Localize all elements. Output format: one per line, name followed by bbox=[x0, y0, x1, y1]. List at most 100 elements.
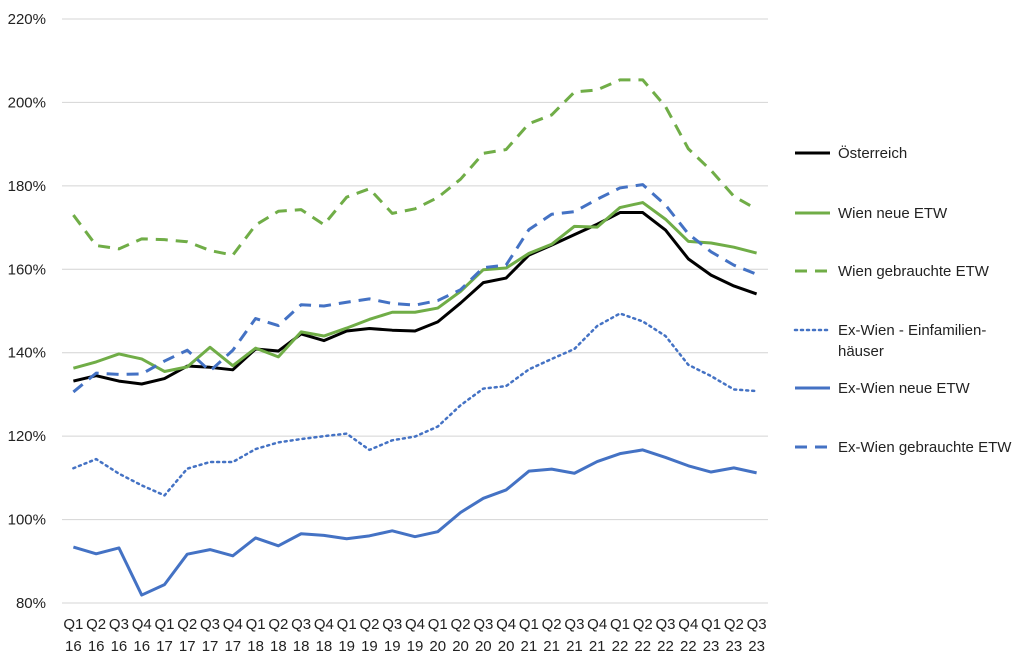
x-tick-label: Q1 22 bbox=[610, 616, 630, 655]
x-tick-quarter: Q2 bbox=[724, 616, 744, 633]
x-tick-label: Q1 21 bbox=[519, 616, 539, 655]
x-tick-label: Q4 19 bbox=[405, 616, 425, 655]
y-tick-label: 180% bbox=[8, 178, 46, 195]
x-tick-label: Q1 18 bbox=[246, 616, 266, 655]
x-tick-year: 18 bbox=[247, 638, 264, 655]
y-tick-label: 120% bbox=[8, 428, 46, 445]
x-tick-label: Q3 22 bbox=[656, 616, 676, 655]
series-line-1 bbox=[72, 201, 757, 373]
x-tick-label: Q2 16 bbox=[86, 616, 106, 655]
x-tick-year: 19 bbox=[384, 638, 401, 655]
x-tick-year: 20 bbox=[475, 638, 492, 655]
x-tick-label: Q4 21 bbox=[587, 616, 607, 655]
x-tick-quarter: Q1 bbox=[428, 616, 448, 633]
legend-label-2: Wien gebrauchte ETW bbox=[838, 263, 990, 280]
legend-label-1: Wien neue ETW bbox=[838, 205, 948, 222]
x-tick-label: Q2 20 bbox=[451, 616, 471, 655]
series-line-5 bbox=[72, 183, 758, 394]
x-tick-quarter: Q2 bbox=[451, 616, 471, 633]
x-tick-label: Q2 19 bbox=[359, 616, 379, 655]
x-tick-label: Q2 21 bbox=[542, 616, 562, 655]
x-tick-quarter: Q2 bbox=[86, 616, 106, 633]
x-tick-year: 20 bbox=[429, 638, 446, 655]
x-tick-label: Q4 17 bbox=[223, 616, 243, 655]
x-tick-quarter: Q4 bbox=[132, 616, 152, 633]
x-tick-year: 17 bbox=[156, 638, 173, 655]
x-tick-quarter: Q2 bbox=[633, 616, 653, 633]
x-tick-year: 20 bbox=[498, 638, 515, 655]
legend-label-0: Österreich bbox=[838, 144, 907, 162]
legend-label-5: Ex-Wien gebrauchte ETW bbox=[838, 439, 1012, 456]
y-tick-label: 200% bbox=[8, 94, 46, 111]
x-tick-label: Q2 18 bbox=[268, 616, 288, 655]
y-tick-label: 220% bbox=[8, 11, 46, 28]
x-tick-year: 22 bbox=[657, 638, 674, 655]
x-tick-year: 19 bbox=[338, 638, 355, 655]
x-tick-year: 18 bbox=[316, 638, 333, 655]
x-tick-label: Q4 18 bbox=[314, 616, 334, 655]
x-tick-quarter: Q4 bbox=[678, 616, 698, 633]
x-tick-quarter: Q3 bbox=[564, 616, 584, 633]
x-tick-quarter: Q1 bbox=[337, 616, 357, 633]
x-tick-label: Q2 22 bbox=[633, 616, 653, 655]
x-tick-quarter: Q3 bbox=[656, 616, 676, 633]
x-tick-year: 17 bbox=[202, 638, 219, 655]
x-tick-quarter: Q4 bbox=[405, 616, 425, 633]
x-tick-year: 22 bbox=[634, 638, 651, 655]
x-tick-label: Q4 16 bbox=[132, 616, 152, 655]
x-tick-year: 23 bbox=[748, 638, 765, 655]
x-tick-quarter: Q1 bbox=[63, 616, 83, 633]
series-lines bbox=[72, 78, 758, 597]
x-tick-label: Q1 23 bbox=[701, 616, 721, 655]
x-tick-year: 20 bbox=[452, 638, 469, 655]
x-tick-label: Q3 17 bbox=[200, 616, 220, 655]
legend: Österreich Wien neue ETW Wien gebrauchte E… bbox=[793, 144, 1012, 456]
x-tick-label: Q3 20 bbox=[473, 616, 493, 655]
x-tick-year: 17 bbox=[179, 638, 196, 655]
x-tick-label: Q1 19 bbox=[337, 616, 357, 655]
x-tick-year: 21 bbox=[521, 638, 538, 655]
x-tick-quarter: Q1 bbox=[246, 616, 266, 633]
x-tick-quarter: Q1 bbox=[154, 616, 174, 633]
x-tick-label: Q1 17 bbox=[154, 616, 174, 655]
x-tick-quarter: Q1 bbox=[701, 616, 721, 633]
x-tick-year: 16 bbox=[133, 638, 150, 655]
x-tick-quarter: Q3 bbox=[200, 616, 220, 633]
x-tick-year: 19 bbox=[407, 638, 424, 655]
series-line-0 bbox=[73, 211, 758, 386]
x-tick-quarter: Q2 bbox=[359, 616, 379, 633]
series-line-4 bbox=[72, 448, 757, 597]
x-tick-year: 21 bbox=[543, 638, 560, 655]
x-tick-label: Q3 18 bbox=[291, 616, 311, 655]
x-tick-year: 22 bbox=[612, 638, 629, 655]
series-line-2 bbox=[72, 78, 758, 257]
x-tick-quarter: Q1 bbox=[519, 616, 539, 633]
series-line-3 bbox=[72, 312, 758, 497]
x-tick-quarter: Q4 bbox=[314, 616, 334, 633]
x-tick-year: 19 bbox=[361, 638, 378, 655]
x-tick-quarter: Q3 bbox=[473, 616, 493, 633]
x-tick-label: Q3 16 bbox=[109, 616, 129, 655]
x-tick-quarter: Q4 bbox=[587, 616, 607, 633]
legend-label-4: Ex-Wien neue ETW bbox=[838, 380, 971, 397]
x-tick-quarter: Q2 bbox=[177, 616, 197, 633]
x-tick-label: Q4 22 bbox=[678, 616, 698, 655]
y-axis: 80% 100% 120% 140% 160% 180% 200% 220% bbox=[8, 11, 46, 612]
x-tick-label: Q3 19 bbox=[382, 616, 402, 655]
x-tick-year: 16 bbox=[88, 638, 105, 655]
x-tick-label: Q1 20 bbox=[428, 616, 448, 655]
y-tick-label: 160% bbox=[8, 261, 46, 278]
x-tick-label: Q2 23 bbox=[724, 616, 744, 655]
x-tick-year: 16 bbox=[65, 638, 82, 655]
x-tick-year: 18 bbox=[270, 638, 287, 655]
x-tick-quarter: Q2 bbox=[268, 616, 288, 633]
legend-label-3: Ex-Wien - Einfamilien-häuser bbox=[838, 322, 986, 360]
x-tick-year: 21 bbox=[566, 638, 583, 655]
x-tick-year: 17 bbox=[224, 638, 241, 655]
x-tick-year: 23 bbox=[725, 638, 742, 655]
x-tick-quarter: Q3 bbox=[109, 616, 129, 633]
x-tick-quarter: Q3 bbox=[291, 616, 311, 633]
x-tick-quarter: Q4 bbox=[223, 616, 243, 633]
x-tick-year: 21 bbox=[589, 638, 606, 655]
